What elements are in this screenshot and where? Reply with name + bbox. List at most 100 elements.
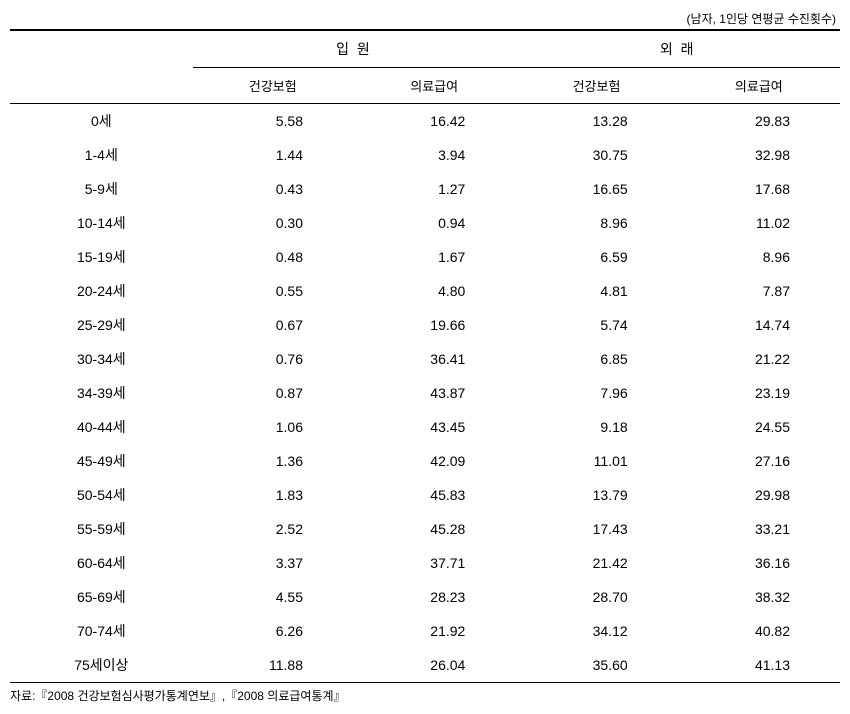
cell-value: 1.06 — [193, 410, 353, 444]
header-group-inpatient: 입 원 — [193, 30, 516, 68]
cell-value: 4.55 — [193, 580, 353, 614]
table-row: 5-9세0.431.2716.6517.68 — [10, 172, 840, 206]
cell-value: 28.23 — [353, 580, 515, 614]
cell-value: 28.70 — [515, 580, 677, 614]
cell-value: 34.12 — [515, 614, 677, 648]
table-row: 1-4세1.443.9430.7532.98 — [10, 138, 840, 172]
cell-value: 33.21 — [678, 512, 840, 546]
cell-value: 0.55 — [193, 274, 353, 308]
cell-value: 2.52 — [193, 512, 353, 546]
row-label: 0세 — [10, 104, 193, 139]
cell-value: 42.09 — [353, 444, 515, 478]
cell-value: 0.87 — [193, 376, 353, 410]
cell-value: 5.74 — [515, 308, 677, 342]
cell-value: 1.36 — [193, 444, 353, 478]
row-label: 55-59세 — [10, 512, 193, 546]
cell-value: 16.42 — [353, 104, 515, 139]
row-label: 50-54세 — [10, 478, 193, 512]
cell-value: 13.28 — [515, 104, 677, 139]
table-row: 60-64세3.3737.7121.4236.16 — [10, 546, 840, 580]
cell-value: 0.43 — [193, 172, 353, 206]
source-note: 자료:『2008 건강보험심사평가통계연보』,『2008 의료급여통계』 — [10, 687, 840, 704]
cell-value: 23.19 — [678, 376, 840, 410]
cell-value: 8.96 — [678, 240, 840, 274]
cell-value: 40.82 — [678, 614, 840, 648]
table-row: 70-74세6.2621.9234.1240.82 — [10, 614, 840, 648]
cell-value: 1.44 — [193, 138, 353, 172]
table-row: 40-44세1.0643.459.1824.55 — [10, 410, 840, 444]
blank-header — [10, 30, 193, 104]
cell-value: 5.58 — [193, 104, 353, 139]
cell-value: 27.16 — [678, 444, 840, 478]
cell-value: 29.98 — [678, 478, 840, 512]
cell-value: 36.41 — [353, 342, 515, 376]
cell-value: 29.83 — [678, 104, 840, 139]
cell-value: 9.18 — [515, 410, 677, 444]
table-row: 10-14세0.300.948.9611.02 — [10, 206, 840, 240]
table-row: 25-29세0.6719.665.7414.74 — [10, 308, 840, 342]
cell-value: 6.59 — [515, 240, 677, 274]
row-label: 65-69세 — [10, 580, 193, 614]
cell-value: 17.43 — [515, 512, 677, 546]
cell-value: 32.98 — [678, 138, 840, 172]
cell-value: 38.32 — [678, 580, 840, 614]
cell-value: 11.88 — [193, 648, 353, 683]
cell-value: 36.16 — [678, 546, 840, 580]
cell-value: 43.87 — [353, 376, 515, 410]
header-sub-1: 건강보험 — [193, 68, 353, 104]
cell-value: 7.87 — [678, 274, 840, 308]
cell-value: 1.27 — [353, 172, 515, 206]
cell-value: 30.75 — [515, 138, 677, 172]
cell-value: 0.94 — [353, 206, 515, 240]
header-sub-4: 의료급여 — [678, 68, 840, 104]
table-row: 45-49세1.3642.0911.0127.16 — [10, 444, 840, 478]
row-label: 40-44세 — [10, 410, 193, 444]
row-label: 45-49세 — [10, 444, 193, 478]
row-label: 20-24세 — [10, 274, 193, 308]
cell-value: 1.83 — [193, 478, 353, 512]
row-label: 30-34세 — [10, 342, 193, 376]
cell-value: 19.66 — [353, 308, 515, 342]
cell-value: 0.67 — [193, 308, 353, 342]
table-row: 0세5.5816.4213.2829.83 — [10, 104, 840, 139]
cell-value: 21.42 — [515, 546, 677, 580]
cell-value: 6.26 — [193, 614, 353, 648]
cell-value: 11.01 — [515, 444, 677, 478]
cell-value: 13.79 — [515, 478, 677, 512]
row-label: 1-4세 — [10, 138, 193, 172]
header-group-outpatient: 외 래 — [515, 30, 840, 68]
cell-value: 3.37 — [193, 546, 353, 580]
cell-value: 3.94 — [353, 138, 515, 172]
header-sub-3: 건강보험 — [515, 68, 677, 104]
unit-note: (남자, 1인당 연평균 수진횟수) — [10, 10, 840, 27]
cell-value: 4.81 — [515, 274, 677, 308]
cell-value: 8.96 — [515, 206, 677, 240]
data-table: 입 원 외 래 건강보험 의료급여 건강보험 의료급여 0세5.5816.421… — [10, 29, 840, 683]
cell-value: 16.65 — [515, 172, 677, 206]
row-label: 10-14세 — [10, 206, 193, 240]
table-row: 50-54세1.8345.8313.7929.98 — [10, 478, 840, 512]
cell-value: 4.80 — [353, 274, 515, 308]
table-row: 30-34세0.7636.416.8521.22 — [10, 342, 840, 376]
row-label: 25-29세 — [10, 308, 193, 342]
table-row: 15-19세0.481.676.598.96 — [10, 240, 840, 274]
cell-value: 0.76 — [193, 342, 353, 376]
cell-value: 21.22 — [678, 342, 840, 376]
cell-value: 24.55 — [678, 410, 840, 444]
table-row: 55-59세2.5245.2817.4333.21 — [10, 512, 840, 546]
cell-value: 41.13 — [678, 648, 840, 683]
cell-value: 45.83 — [353, 478, 515, 512]
row-label: 60-64세 — [10, 546, 193, 580]
cell-value: 7.96 — [515, 376, 677, 410]
row-label: 75세이상 — [10, 648, 193, 683]
table-row: 34-39세0.8743.877.9623.19 — [10, 376, 840, 410]
row-label: 5-9세 — [10, 172, 193, 206]
cell-value: 1.67 — [353, 240, 515, 274]
row-label: 70-74세 — [10, 614, 193, 648]
header-sub-2: 의료급여 — [353, 68, 515, 104]
cell-value: 26.04 — [353, 648, 515, 683]
cell-value: 0.48 — [193, 240, 353, 274]
cell-value: 6.85 — [515, 342, 677, 376]
cell-value: 43.45 — [353, 410, 515, 444]
table-row: 20-24세0.554.804.817.87 — [10, 274, 840, 308]
